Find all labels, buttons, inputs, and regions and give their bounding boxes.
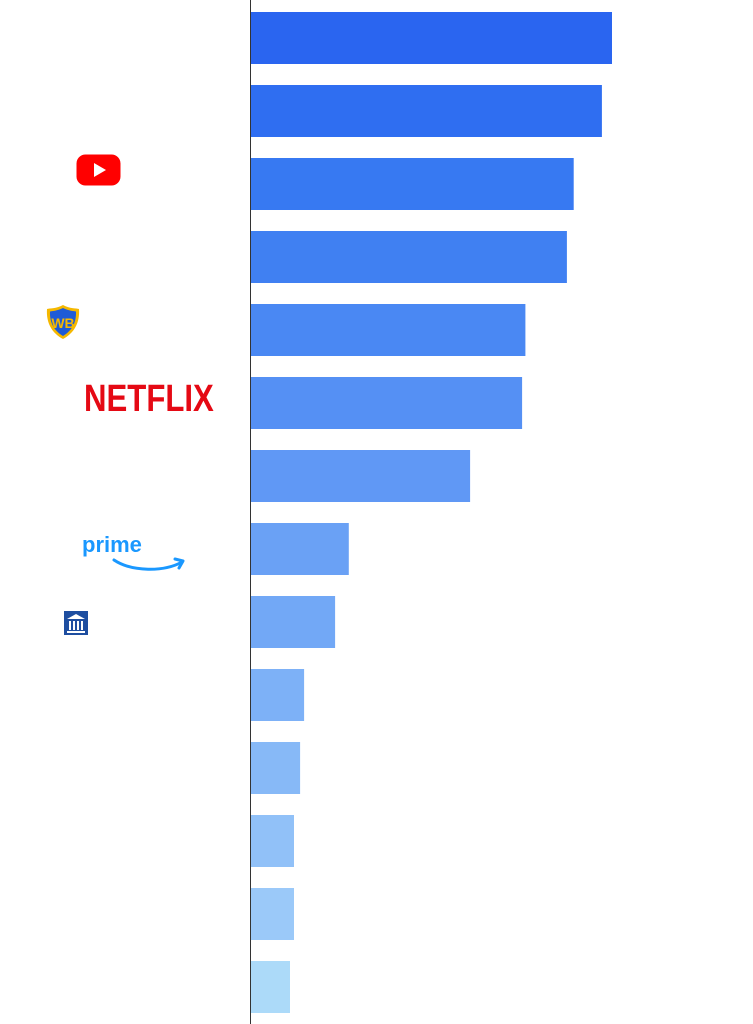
bars-group xyxy=(251,12,612,1013)
warner-bros-monogram: WB xyxy=(51,315,74,331)
bar-12 xyxy=(251,815,294,867)
bar-3 xyxy=(251,158,574,210)
prime-video-logo: prime xyxy=(82,532,185,571)
bar-1 xyxy=(251,12,612,64)
building-logo-icon xyxy=(64,611,88,635)
bar-6 xyxy=(251,377,523,429)
bar-5 xyxy=(251,304,526,356)
bar-4 xyxy=(251,231,567,283)
warner-bros-shield-icon: WB xyxy=(46,305,80,339)
bar-10 xyxy=(251,669,305,721)
bar-13 xyxy=(251,888,294,940)
prime-smile-arrow xyxy=(112,558,184,571)
bar-8 xyxy=(251,523,349,575)
netflix-logo: NETFLIX xyxy=(84,378,214,420)
bar-14 xyxy=(251,961,290,1013)
bar-9 xyxy=(251,596,336,648)
bar-11 xyxy=(251,742,301,794)
bar-2 xyxy=(251,85,602,137)
prime-wordmark: prime xyxy=(82,532,142,557)
bar-7 xyxy=(251,450,471,502)
youtube-logo-icon xyxy=(76,154,121,186)
